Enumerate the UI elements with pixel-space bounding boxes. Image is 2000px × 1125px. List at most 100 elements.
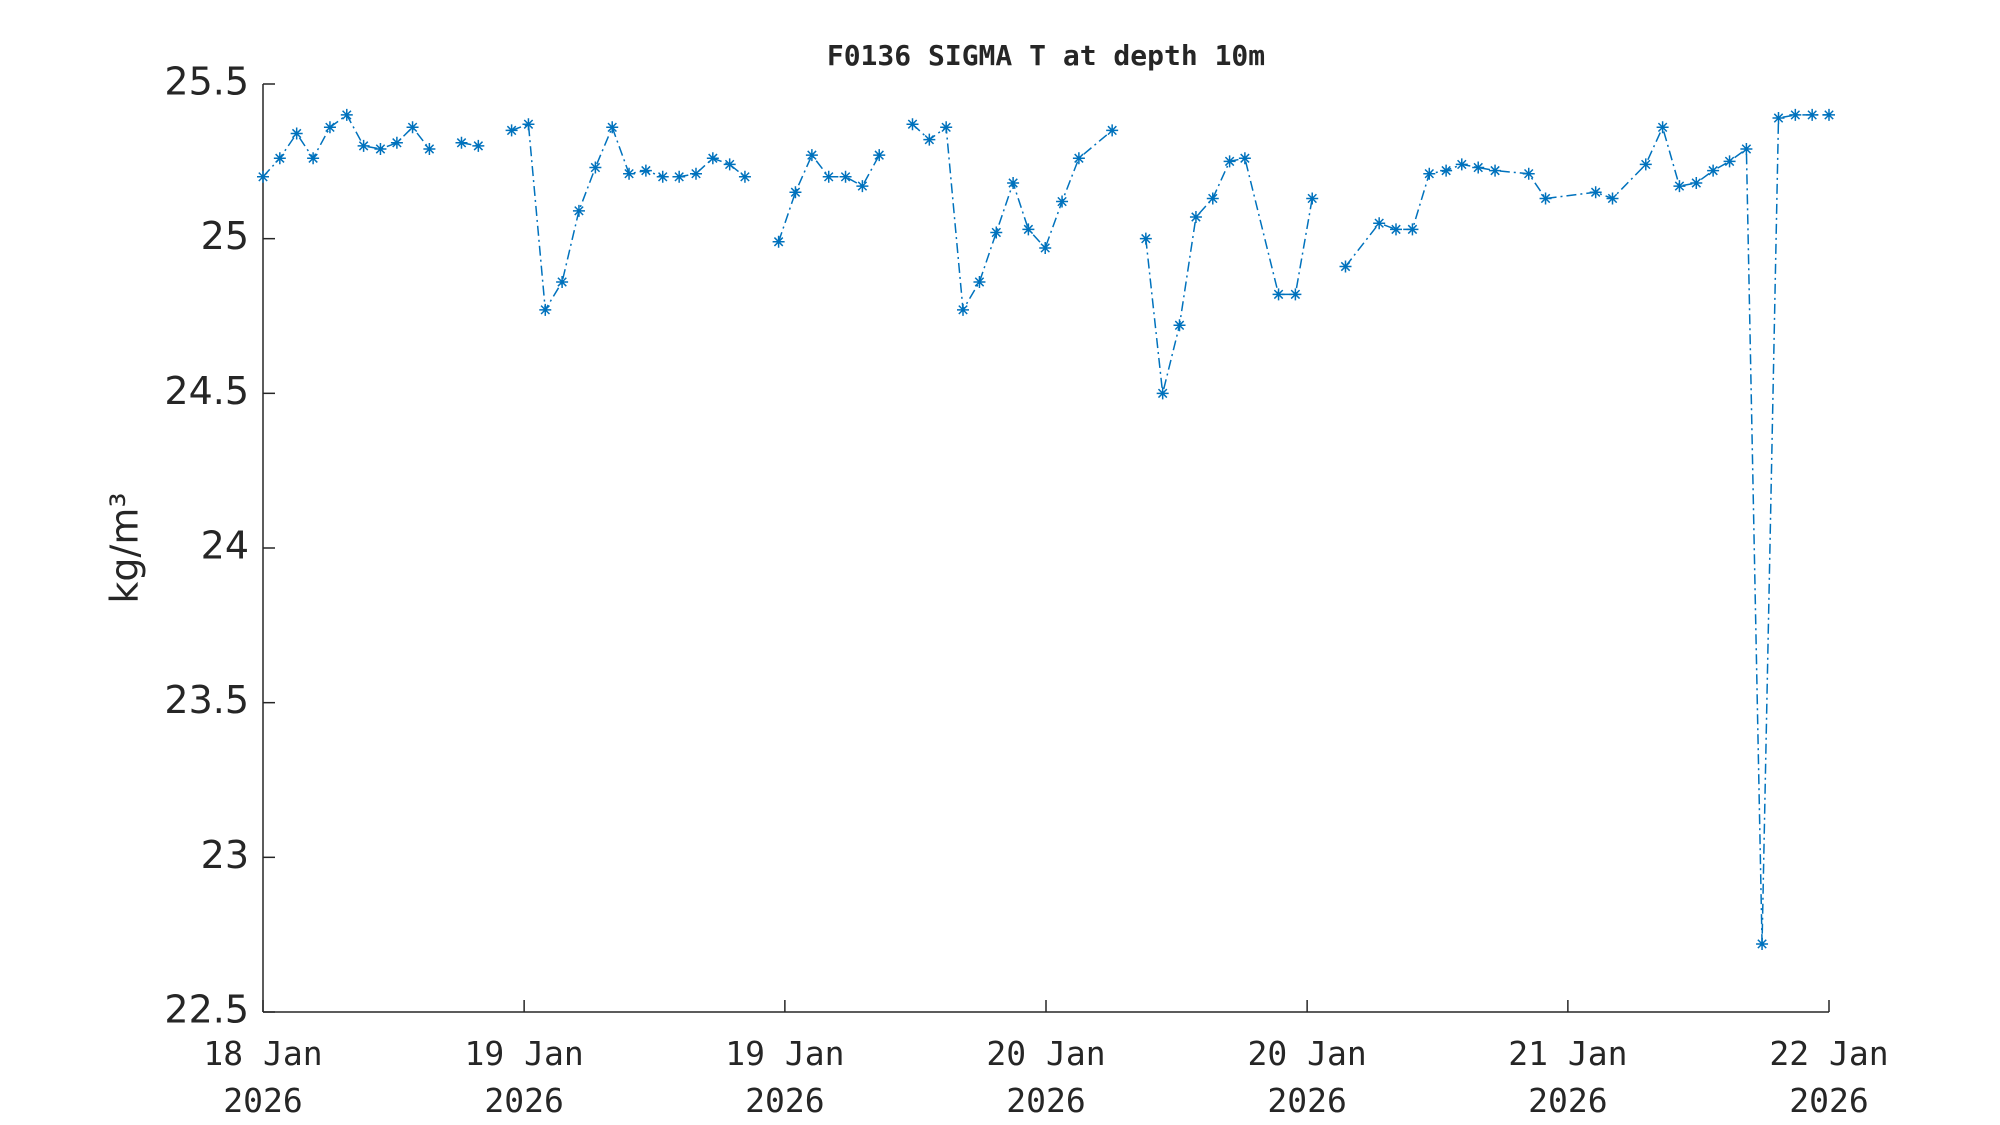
marker	[606, 121, 619, 134]
marker	[1690, 176, 1703, 189]
marker	[1373, 217, 1386, 230]
y-tick-label: 25.5	[164, 60, 249, 104]
marker	[1223, 155, 1236, 168]
marker	[723, 158, 736, 171]
marker	[1173, 319, 1186, 332]
marker	[906, 118, 919, 131]
marker	[505, 124, 518, 137]
marker	[706, 152, 719, 165]
marker	[1772, 112, 1785, 125]
marker	[822, 170, 835, 183]
marker	[307, 152, 320, 165]
x-tick-label: 19 Jan 2026	[464, 1034, 584, 1120]
marker	[623, 167, 636, 180]
x-tick-label: 20 Jan 2026	[1247, 1034, 1367, 1120]
x-tick-label: 18 Jan 2026	[203, 1034, 323, 1120]
marker	[1723, 155, 1736, 168]
marker	[1390, 223, 1402, 236]
marker	[1589, 186, 1602, 199]
marker	[472, 139, 485, 152]
marker	[1707, 164, 1720, 177]
marker	[1606, 192, 1619, 205]
marker	[539, 303, 552, 316]
y-tick-label: 23.5	[164, 678, 249, 722]
marker	[290, 127, 303, 140]
y-tick-label: 24.5	[164, 369, 249, 413]
marker	[789, 186, 802, 199]
marker	[1423, 167, 1436, 180]
marker	[522, 118, 535, 131]
x-tick-label: 20 Jan 2026	[986, 1034, 1106, 1120]
marker	[1106, 124, 1119, 137]
marker	[340, 108, 353, 121]
chart-title: F0136 SIGMA T at depth 10m	[827, 39, 1265, 72]
marker	[805, 149, 818, 162]
marker	[1455, 158, 1468, 171]
y-tick-label: 22.5	[164, 988, 249, 1032]
marker	[1022, 223, 1035, 236]
marker	[1156, 387, 1169, 400]
marker	[923, 133, 936, 146]
marker	[1272, 288, 1285, 301]
y-tick-label: 23	[201, 833, 249, 877]
marker	[656, 170, 669, 183]
marker	[990, 226, 1003, 239]
marker	[1056, 195, 1069, 208]
marker	[1789, 108, 1802, 121]
x-tick-label: 21 Jan 2026	[1508, 1034, 1628, 1120]
marker	[455, 136, 468, 149]
marker	[973, 275, 986, 288]
marker	[1823, 108, 1835, 121]
marker	[1072, 152, 1085, 165]
marker	[957, 303, 970, 316]
marker	[1489, 164, 1502, 177]
marker	[1007, 176, 1020, 189]
marker	[257, 170, 269, 183]
marker	[738, 170, 751, 183]
marker	[1440, 164, 1453, 177]
marker	[589, 161, 602, 174]
marker	[673, 170, 686, 183]
marker	[873, 149, 886, 162]
marker	[1740, 142, 1753, 155]
marker	[1206, 192, 1219, 205]
marker	[689, 167, 702, 180]
marker	[323, 121, 336, 134]
marker	[1139, 232, 1152, 245]
marker	[556, 275, 569, 288]
marker	[940, 121, 953, 134]
x-tick-label: 22 Jan 2026	[1769, 1034, 1889, 1120]
marker	[572, 204, 585, 217]
marker	[1238, 152, 1251, 165]
marker	[1806, 108, 1819, 121]
marker	[1406, 223, 1419, 236]
marker	[639, 164, 652, 177]
marker	[772, 235, 785, 248]
x-tick-label: 19 Jan 2026	[725, 1034, 845, 1120]
y-axis-label: kg/m³	[103, 492, 147, 603]
marker	[374, 142, 387, 155]
marker	[390, 136, 403, 149]
marker	[423, 142, 436, 155]
marker	[1756, 937, 1769, 950]
marker	[1539, 192, 1552, 205]
marker	[273, 152, 286, 165]
marker	[1673, 180, 1686, 193]
marker	[1289, 288, 1302, 301]
marker	[1639, 158, 1652, 171]
marker	[357, 139, 370, 152]
series-line	[262, 113, 1829, 944]
marker	[406, 121, 419, 134]
marker	[1306, 192, 1319, 205]
marker	[1189, 211, 1202, 224]
marker	[839, 170, 852, 183]
marker	[1522, 167, 1535, 180]
marker	[1039, 241, 1052, 254]
marker	[1339, 260, 1352, 273]
y-tick-label: 24	[201, 524, 249, 568]
marker	[1472, 161, 1485, 174]
marker	[1656, 121, 1669, 134]
y-tick-label: 25	[201, 214, 249, 258]
